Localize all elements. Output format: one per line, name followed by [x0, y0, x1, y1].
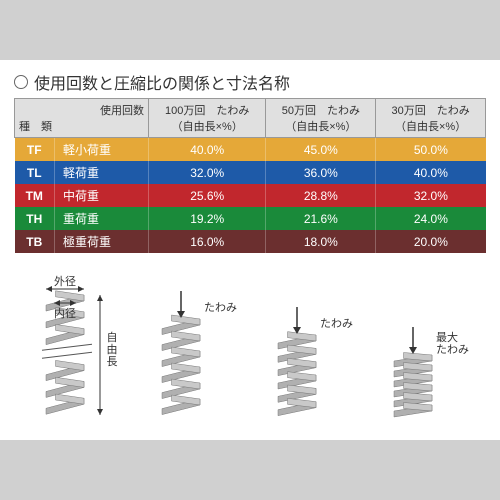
- row-value: 40.0%: [149, 138, 266, 162]
- spec-table: 使用回数 種 類 100万回 たわみ （自由長×%） 50万回 たわみ （自由長…: [14, 98, 486, 253]
- col-type: 使用回数 種 類: [15, 99, 149, 138]
- svg-text:たわみ: たわみ: [436, 343, 469, 356]
- row-label: 軽荷重: [55, 161, 149, 184]
- table-row: TL軽荷重32.0%36.0%40.0%: [15, 161, 486, 184]
- row-code: TB: [15, 230, 55, 253]
- row-value: 28.8%: [266, 184, 376, 207]
- table-body: TF軽小荷重40.0%45.0%50.0%TL軽荷重32.0%36.0%40.0…: [15, 138, 486, 254]
- row-value: 40.0%: [376, 161, 486, 184]
- page-title: 使用回数と圧縮比の関係と寸法名称: [34, 70, 290, 94]
- svg-text:外径: 外径: [54, 275, 76, 288]
- svg-text:最大: 最大: [436, 330, 458, 344]
- row-value: 50.0%: [376, 138, 486, 162]
- col-50: 50万回 たわみ （自由長×%）: [266, 99, 376, 138]
- page-title-row: 使用回数と圧縮比の関係と寸法名称: [14, 70, 486, 94]
- spring-diagram-2: たわみ: [136, 271, 248, 421]
- bullet-icon: [14, 75, 28, 89]
- spring-diagram-3: たわみ: [252, 271, 364, 421]
- row-value: 19.2%: [149, 207, 266, 230]
- table-row: TB極重荷重16.0%18.0%20.0%: [15, 230, 486, 253]
- page: 使用回数と圧縮比の関係と寸法名称 使用回数 種 類 100万回 たわみ （自由長…: [0, 60, 500, 440]
- svg-text:長: 長: [107, 355, 118, 368]
- row-value: 45.0%: [266, 138, 376, 162]
- row-code: TH: [15, 207, 55, 230]
- row-value: 32.0%: [149, 161, 266, 184]
- svg-text:由: 由: [107, 342, 118, 356]
- row-label: 重荷重: [55, 207, 149, 230]
- row-code: TM: [15, 184, 55, 207]
- svg-text:たわみ: たわみ: [204, 301, 237, 314]
- svg-text:たわみ: たわみ: [320, 317, 353, 330]
- row-value: 36.0%: [266, 161, 376, 184]
- row-label: 中荷重: [55, 184, 149, 207]
- table-header-row: 使用回数 種 類 100万回 たわみ （自由長×%） 50万回 たわみ （自由長…: [15, 99, 486, 138]
- row-value: 32.0%: [376, 184, 486, 207]
- table-row: TM中荷重25.6%28.8%32.0%: [15, 184, 486, 207]
- row-value: 24.0%: [376, 207, 486, 230]
- col-100: 100万回 たわみ （自由長×%）: [149, 99, 266, 138]
- row-value: 20.0%: [376, 230, 486, 253]
- table-row: TH重荷重19.2%21.6%24.0%: [15, 207, 486, 230]
- diagram-row: 外径内径自由長 たわみ たわみ 最大たわみ: [14, 271, 486, 421]
- row-code: TF: [15, 138, 55, 162]
- row-value: 21.6%: [266, 207, 376, 230]
- svg-text:内径: 内径: [54, 306, 76, 320]
- spring-diagram-1: 外径内径自由長: [20, 271, 132, 421]
- spring-diagram-4: 最大たわみ: [368, 271, 480, 421]
- row-value: 18.0%: [266, 230, 376, 253]
- row-label: 極重荷重: [55, 230, 149, 253]
- row-label: 軽小荷重: [55, 138, 149, 162]
- row-value: 16.0%: [149, 230, 266, 253]
- table-row: TF軽小荷重40.0%45.0%50.0%: [15, 138, 486, 162]
- row-value: 25.6%: [149, 184, 266, 207]
- col-30: 30万回 たわみ （自由長×%）: [376, 99, 486, 138]
- row-code: TL: [15, 161, 55, 184]
- svg-text:自: 自: [107, 331, 118, 344]
